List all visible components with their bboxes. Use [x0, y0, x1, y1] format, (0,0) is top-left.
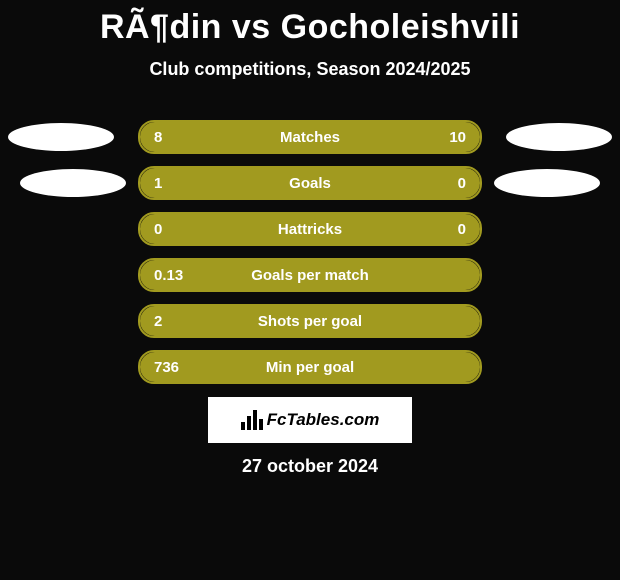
stat-row: 8 Matches 10 — [0, 120, 620, 154]
stat-value-b: 0 — [458, 221, 466, 238]
stat-bar: 0 Hattricks 0 — [138, 212, 482, 246]
stat-value-a: 8 — [154, 129, 162, 146]
stat-bar: 1 Goals 0 — [138, 166, 482, 200]
stat-value-b: 10 — [449, 129, 466, 146]
stat-row: 0.13 Goals per match — [0, 258, 620, 292]
bars-icon — [241, 410, 263, 430]
fill-a — [140, 122, 290, 152]
stat-row: 1 Goals 0 — [0, 166, 620, 200]
page-title: RÃ¶din vs Gocholeishvili — [0, 0, 620, 47]
stat-label: Goals per match — [251, 267, 369, 284]
stat-row: 736 Min per goal — [0, 350, 620, 384]
stat-row: 0 Hattricks 0 — [0, 212, 620, 246]
stat-value-a: 0 — [154, 221, 162, 238]
logo-badge: FcTables.com — [208, 397, 412, 443]
stat-value-a: 2 — [154, 313, 162, 330]
stat-label: Hattricks — [278, 221, 342, 238]
stat-label: Shots per goal — [258, 313, 362, 330]
team-a-shield — [20, 169, 126, 197]
stat-label: Min per goal — [266, 359, 354, 376]
subtitle: Club competitions, Season 2024/2025 — [0, 59, 620, 80]
team-a-shield — [8, 123, 114, 151]
stat-value-a: 0.13 — [154, 267, 183, 284]
logo-text: FcTables.com — [267, 410, 380, 430]
stats-area: 8 Matches 10 1 Goals 0 0 Hattricks 0 0.13 Goals pe… — [0, 120, 620, 396]
team-b-shield — [494, 169, 600, 197]
stat-label: Goals — [289, 175, 331, 192]
footer-date: 27 october 2024 — [0, 456, 620, 477]
stat-value-a: 1 — [154, 175, 162, 192]
stat-bar: 8 Matches 10 — [138, 120, 482, 154]
team-b-shield — [506, 123, 612, 151]
stat-label: Matches — [280, 129, 340, 146]
stat-bar: 736 Min per goal — [138, 350, 482, 384]
stat-bar: 2 Shots per goal — [138, 304, 482, 338]
stat-value-a: 736 — [154, 359, 179, 376]
stat-row: 2 Shots per goal — [0, 304, 620, 338]
stat-value-b: 0 — [458, 175, 466, 192]
stat-bar: 0.13 Goals per match — [138, 258, 482, 292]
